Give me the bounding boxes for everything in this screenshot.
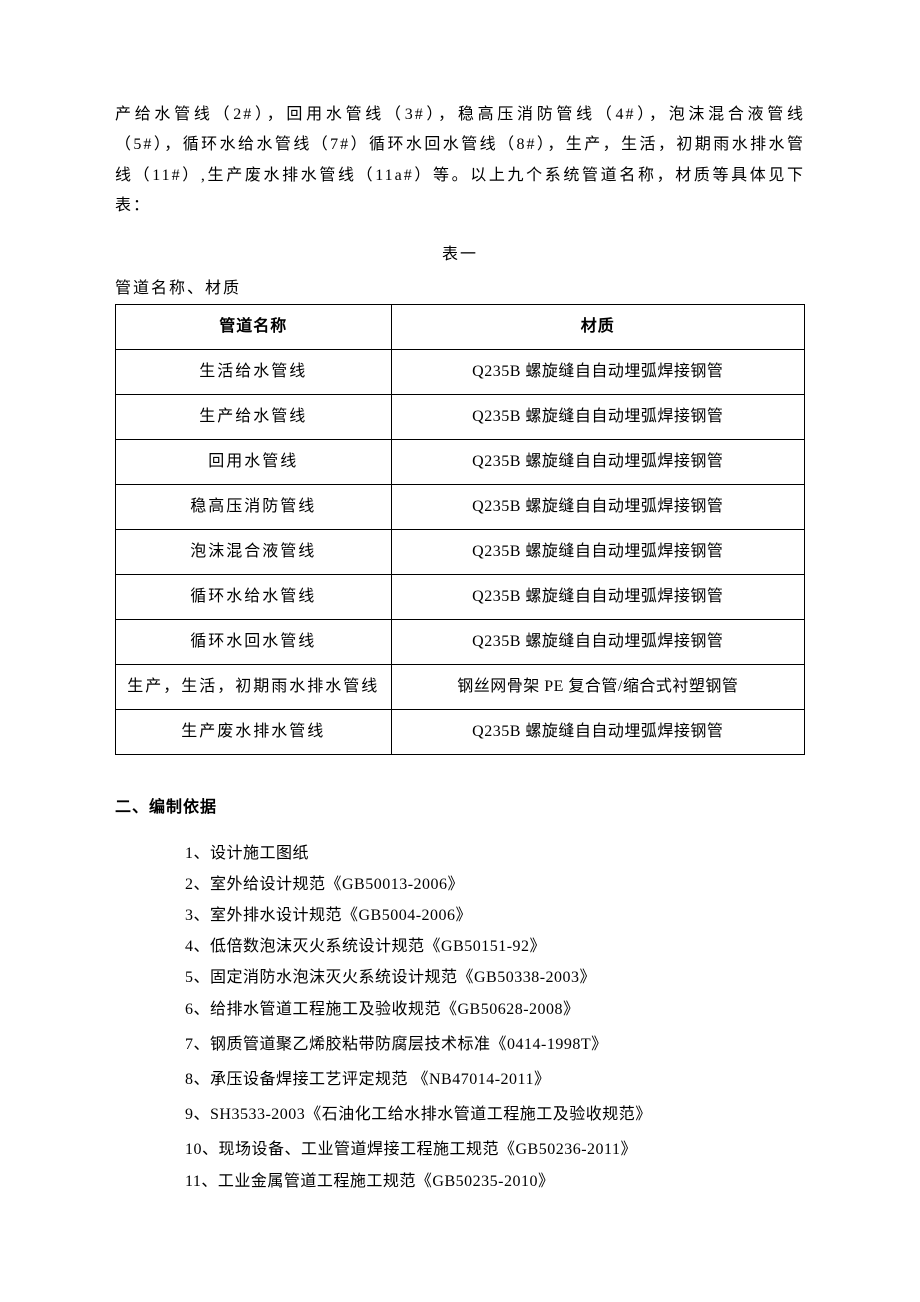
table-row: 循环水回水管线Q235B 螺旋缝自自动埋弧焊接钢管 — [116, 620, 805, 665]
pipe-material-table: 管道名称 材质 生活给水管线Q235B 螺旋缝自自动埋弧焊接钢管生产给水管线Q2… — [115, 304, 805, 755]
table-row: 生产，生活，初期雨水排水管线钢丝网骨架 PE 复合管/缩合式衬塑钢管 — [116, 665, 805, 710]
list-item: 1、设计施工图纸 — [185, 838, 805, 869]
cell-material: Q235B 螺旋缝自自动埋弧焊接钢管 — [391, 530, 804, 575]
col-header-pipe-name: 管道名称 — [116, 305, 392, 350]
list-item: 4、低倍数泡沫灭火系统设计规范《GB50151-92》 — [185, 931, 805, 962]
list-item: 2、室外给设计规范《GB50013-2006》 — [185, 869, 805, 900]
cell-material: Q235B 螺旋缝自自动埋弧焊接钢管 — [391, 485, 804, 530]
table-row: 稳高压消防管线Q235B 螺旋缝自自动埋弧焊接钢管 — [116, 485, 805, 530]
table-row: 回用水管线Q235B 螺旋缝自自动埋弧焊接钢管 — [116, 440, 805, 485]
cell-material: 钢丝网骨架 PE 复合管/缩合式衬塑钢管 — [391, 665, 804, 710]
list-item: 6、给排水管道工程施工及验收规范《GB50628-2008》 — [185, 994, 805, 1025]
list-item: 10、现场设备、工业管道焊接工程施工规范《GB50236-2011》 — [185, 1134, 805, 1165]
reference-list: 1、设计施工图纸2、室外给设计规范《GB50013-2006》3、室外排水设计规… — [115, 838, 805, 1197]
list-item: 8、承压设备焊接工艺评定规范 《NB47014-2011》 — [185, 1064, 805, 1095]
col-header-material: 材质 — [391, 305, 804, 350]
table-caption: 表一 — [115, 240, 805, 270]
cell-pipe-name: 循环水给水管线 — [116, 575, 392, 620]
section-2-heading: 二、编制依据 — [115, 793, 805, 823]
cell-pipe-name: 回用水管线 — [116, 440, 392, 485]
cell-pipe-name: 生产废水排水管线 — [116, 710, 392, 755]
cell-pipe-name: 生产，生活，初期雨水排水管线 — [116, 665, 392, 710]
cell-material: Q235B 螺旋缝自自动埋弧焊接钢管 — [391, 395, 804, 440]
table-row: 生产废水排水管线Q235B 螺旋缝自自动埋弧焊接钢管 — [116, 710, 805, 755]
table-body: 生活给水管线Q235B 螺旋缝自自动埋弧焊接钢管生产给水管线Q235B 螺旋缝自… — [116, 350, 805, 755]
cell-material: Q235B 螺旋缝自自动埋弧焊接钢管 — [391, 440, 804, 485]
cell-pipe-name: 生活给水管线 — [116, 350, 392, 395]
cell-material: Q235B 螺旋缝自自动埋弧焊接钢管 — [391, 350, 804, 395]
cell-pipe-name: 稳高压消防管线 — [116, 485, 392, 530]
list-item: 9、SH3533-2003《石油化工给水排水管道工程施工及验收规范》 — [185, 1099, 805, 1130]
list-item: 3、室外排水设计规范《GB5004-2006》 — [185, 900, 805, 931]
list-item: 5、固定消防水泡沫灭火系统设计规范《GB50338-2003》 — [185, 962, 805, 993]
table-row: 循环水给水管线Q235B 螺旋缝自自动埋弧焊接钢管 — [116, 575, 805, 620]
table-row: 生活给水管线Q235B 螺旋缝自自动埋弧焊接钢管 — [116, 350, 805, 395]
intro-paragraph: 产给水管线（2#），回用水管线（3#），稳高压消防管线（4#），泡沫混合液管线（… — [115, 100, 805, 222]
table-header-row: 管道名称 材质 — [116, 305, 805, 350]
table-row: 生产给水管线Q235B 螺旋缝自自动埋弧焊接钢管 — [116, 395, 805, 440]
list-item: 7、钢质管道聚乙烯胶粘带防腐层技术标准《0414-1998T》 — [185, 1029, 805, 1060]
list-item: 11、工业金属管道工程施工规范《GB50235-2010》 — [185, 1166, 805, 1197]
cell-material: Q235B 螺旋缝自自动埋弧焊接钢管 — [391, 575, 804, 620]
cell-material: Q235B 螺旋缝自自动埋弧焊接钢管 — [391, 620, 804, 665]
cell-material: Q235B 螺旋缝自自动埋弧焊接钢管 — [391, 710, 804, 755]
cell-pipe-name: 循环水回水管线 — [116, 620, 392, 665]
table-row: 泡沫混合液管线Q235B 螺旋缝自自动埋弧焊接钢管 — [116, 530, 805, 575]
cell-pipe-name: 泡沫混合液管线 — [116, 530, 392, 575]
table-title: 管道名称、材质 — [115, 274, 805, 304]
cell-pipe-name: 生产给水管线 — [116, 395, 392, 440]
